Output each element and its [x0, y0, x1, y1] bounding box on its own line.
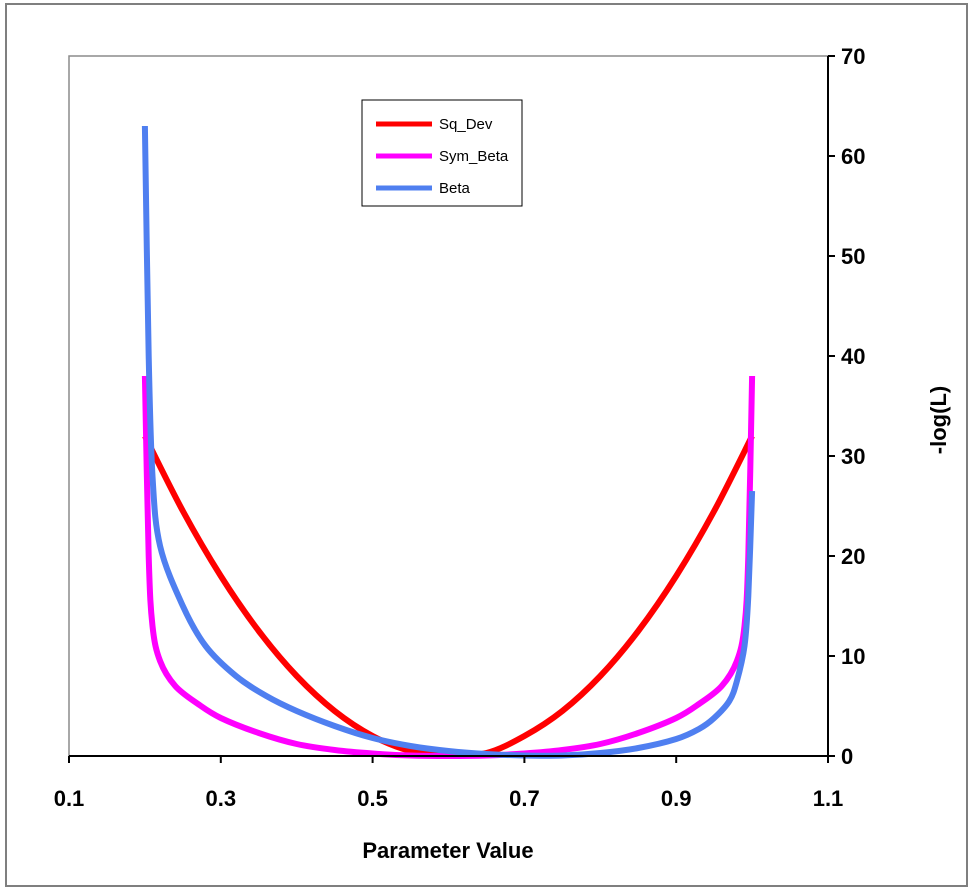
y-tick-label: 10	[841, 644, 865, 669]
x-tick-label: 0.1	[54, 786, 85, 811]
y-tick-label: 70	[841, 44, 865, 69]
legend-label-sym-beta: Sym_Beta	[439, 148, 509, 165]
x-tick-label: 0.5	[357, 786, 388, 811]
y-tick-label: 60	[841, 144, 865, 169]
x-axis-title: Parameter Value	[362, 838, 533, 863]
y-tick-label: 30	[841, 444, 865, 469]
y-tick-label: 0	[841, 744, 853, 769]
y-tick-label: 40	[841, 344, 865, 369]
x-tick-label: 0.9	[661, 786, 692, 811]
legend-label-beta: Beta	[439, 180, 471, 197]
y-axis-title: -log(L)	[926, 386, 951, 454]
y-tick-label: 20	[841, 544, 865, 569]
x-tick-label: 1.1	[813, 786, 844, 811]
x-tick-label: 0.7	[509, 786, 540, 811]
y-tick-label: 50	[841, 244, 865, 269]
x-tick-label: 0.3	[206, 786, 237, 811]
legend-label-sq-dev: Sq_Dev	[439, 116, 493, 133]
axis-layer: 0.1 0.3 0.5 0.7 0.9 1.1 0 10 20 30 40 50 60 70	[54, 44, 866, 811]
series-line-beta	[141, 125, 756, 759]
legend: Sq_Dev Sym_Beta Beta	[361, 99, 523, 207]
